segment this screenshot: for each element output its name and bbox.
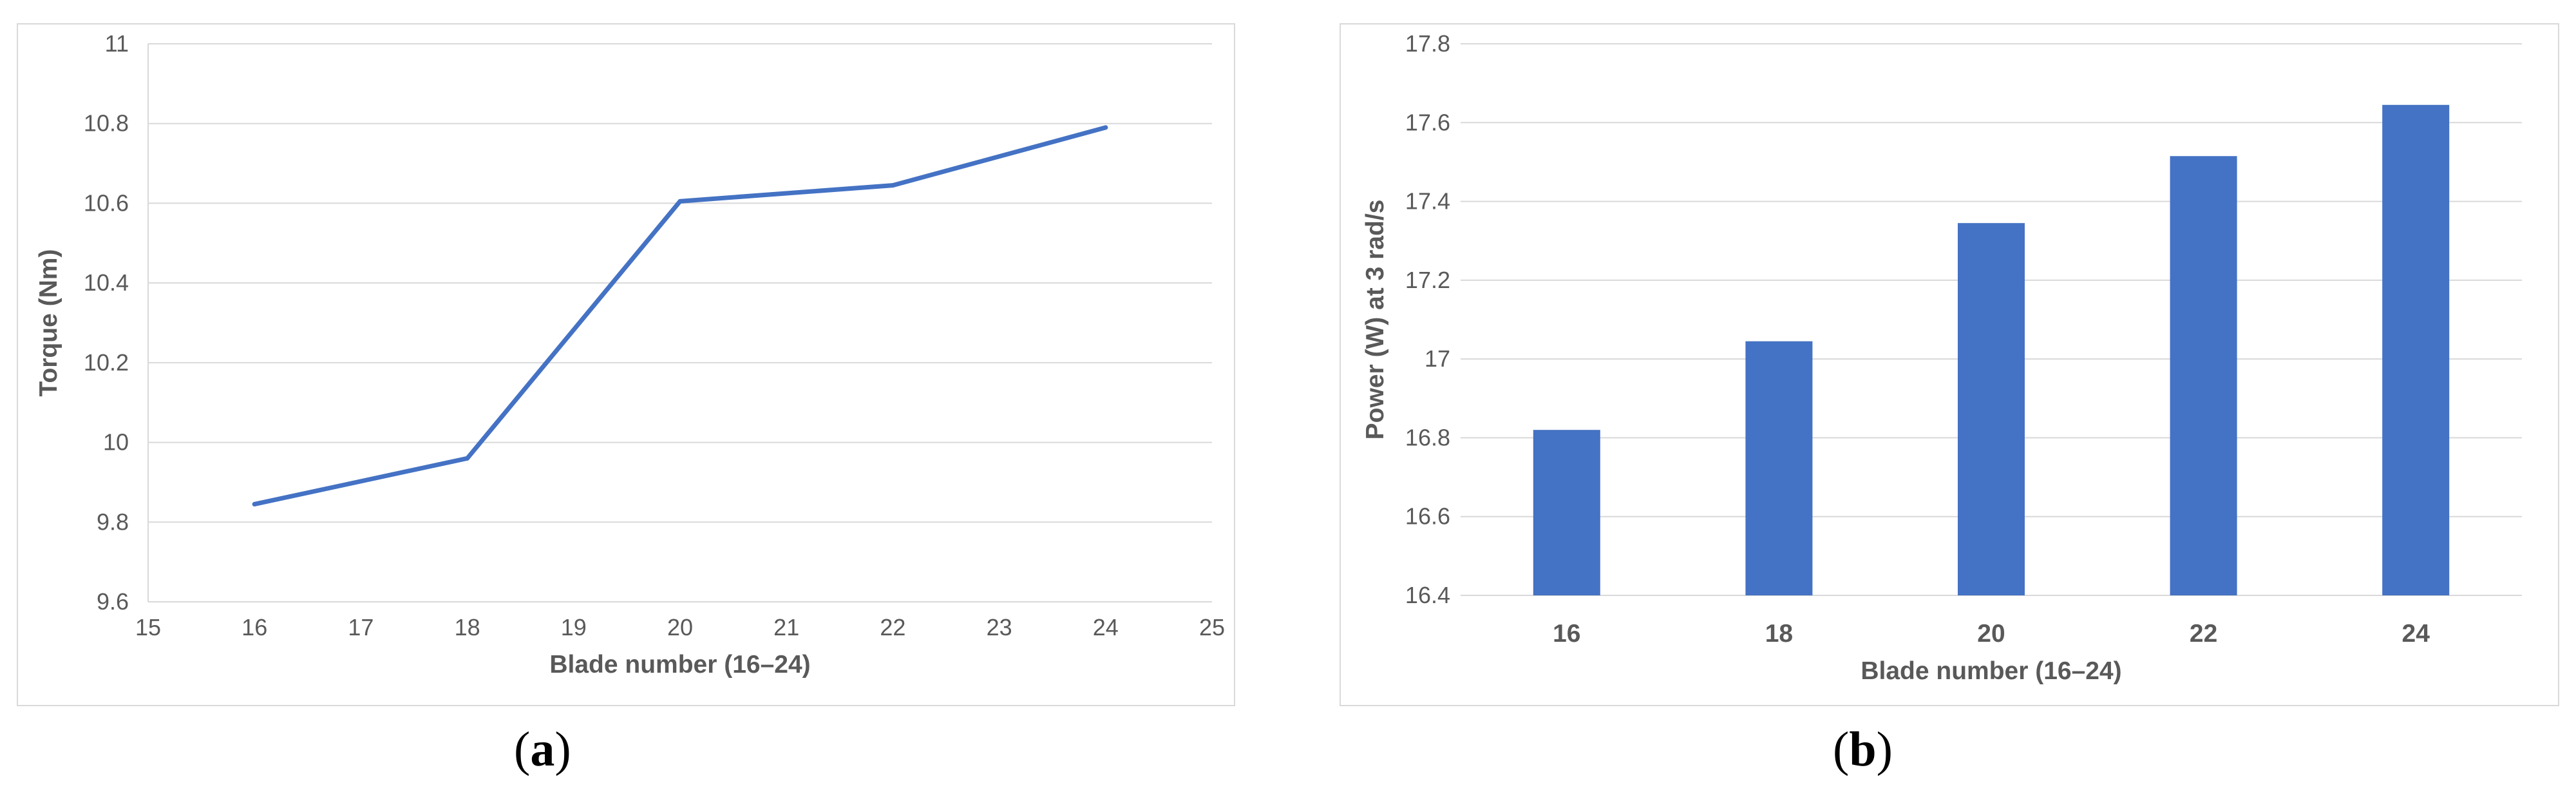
y-tick-label-3: 10.2 (84, 349, 129, 376)
y-tick-label-7: 17.8 (1405, 30, 1450, 57)
y-tick-label-1: 9.8 (97, 508, 129, 535)
x-tick-label-2: 17 (348, 614, 374, 640)
x-tick-label-0: 16 (1553, 620, 1580, 648)
torque-line-chart: 9.6 9.8 10 10.2 10.4 10.6 10.8 11 15 16 17 18 19 20 21… (35, 30, 1225, 679)
y-tick-label-1: 16.6 (1405, 503, 1450, 530)
y-tick-label-6: 17.6 (1405, 109, 1450, 135)
y-axis-title: Power (W) at 3 rad/s (1361, 200, 1389, 440)
x-axis-title: Blade number (16–24) (1861, 657, 2121, 685)
y-tick-label-5: 17.4 (1405, 188, 1450, 215)
x-tick-label-0: 15 (135, 614, 161, 640)
x-tick-label-4: 24 (2402, 620, 2430, 648)
x-tick-label-5: 20 (667, 614, 693, 640)
x-tick-label-4: 19 (561, 614, 587, 640)
bar-18 (1745, 341, 1813, 595)
torque-point-0 (252, 501, 257, 506)
x-tick-label-6: 21 (773, 614, 799, 640)
bar-16 (1533, 430, 1600, 595)
caption-a: (a) (514, 722, 571, 778)
x-tick-label-1: 18 (1765, 620, 1793, 648)
torque-series-line (252, 125, 1108, 506)
x-tick-label-9: 24 (1093, 614, 1119, 640)
torque-chart-panel: 9.6 9.8 10 10.2 10.4 10.6 10.8 11 15 16 17 18 19 20 21… (17, 23, 1235, 706)
caption-b-letter: b (1849, 722, 1877, 776)
x-tick-label-3: 18 (455, 614, 480, 640)
caption-b-close: ) (1876, 722, 1893, 776)
caption-a-close: ) (554, 722, 571, 776)
y-tick-label-3: 17 (1425, 345, 1450, 372)
x-axis-title: Blade number (16–24) (549, 651, 810, 679)
y-tick-label-4: 17.2 (1405, 267, 1450, 293)
caption-a-letter: a (530, 722, 555, 776)
power-bar-chart: 16.4 16.6 16.8 17 17.2 17.4 17.6 17.8 16 18 20 22 24… (1361, 30, 2522, 685)
x-tick-label-2: 20 (1977, 620, 2005, 648)
torque-point-4 (1103, 125, 1108, 130)
bar-24 (2382, 104, 2450, 595)
x-tick-label-8: 23 (987, 614, 1012, 640)
bar-22 (2170, 156, 2237, 595)
caption-b-open: ( (1833, 722, 1850, 776)
x-tick-label-7: 22 (880, 614, 905, 640)
y-tick-label-7: 11 (105, 30, 129, 57)
torque-point-1 (465, 456, 470, 461)
x-tick-label-10: 25 (1199, 614, 1225, 640)
y-tick-label-4: 10.4 (84, 269, 129, 296)
y-tick-label-2: 10 (103, 429, 129, 456)
y-tick-label-0: 16.4 (1405, 582, 1450, 608)
x-tick-label-3: 22 (2190, 620, 2217, 648)
caption-a-open: ( (514, 722, 531, 776)
x-tick-label-1: 16 (242, 614, 267, 640)
y-tick-label-5: 10.6 (84, 189, 129, 216)
y-axis-title: Torque (Nm) (35, 249, 62, 397)
y-tick-label-2: 16.8 (1405, 424, 1450, 450)
power-chart-panel: 16.4 16.6 16.8 17 17.2 17.4 17.6 17.8 16 18 20 22 24… (1340, 23, 2559, 706)
bar-20 (1958, 223, 2025, 595)
torque-point-3 (890, 183, 895, 188)
torque-point-2 (677, 198, 683, 204)
y-tick-label-0: 9.6 (97, 588, 129, 615)
caption-b: (b) (1833, 722, 1893, 778)
y-tick-label-6: 10.8 (84, 110, 129, 137)
